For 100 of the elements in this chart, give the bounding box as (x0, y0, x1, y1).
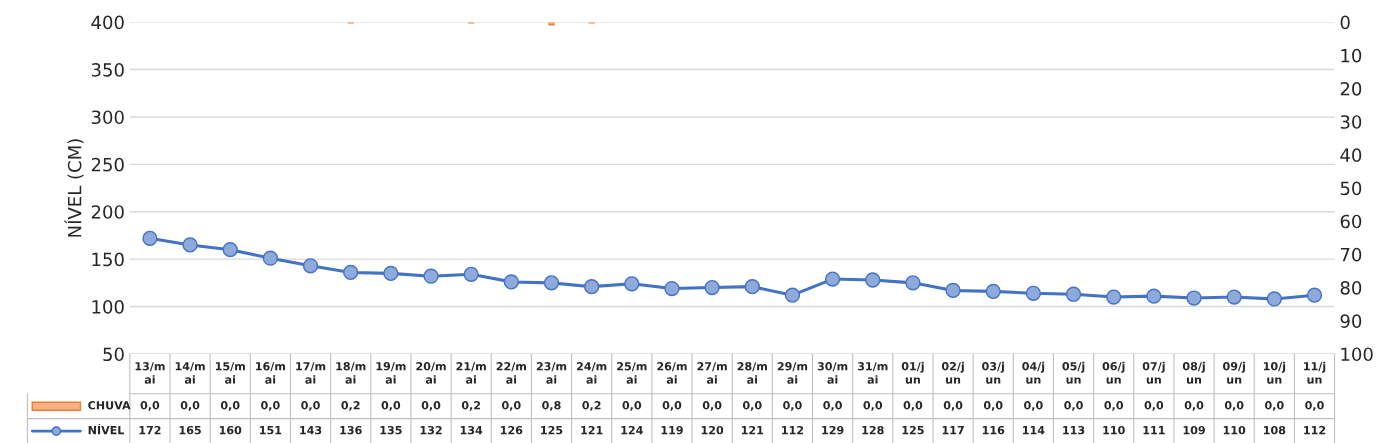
point (543, 275, 560, 291)
x-tick-label: 28/mai (737, 362, 767, 384)
y-tick-label: 150 (92, 252, 124, 267)
point (503, 274, 519, 290)
point (664, 280, 680, 297)
data-label: 0,0 (502, 401, 521, 411)
x-tick-label: 19/mai (376, 362, 406, 384)
data-label: 132 (420, 425, 442, 435)
data-label: 110 (1103, 425, 1125, 435)
x-tick-label: 27/mai (697, 362, 727, 384)
x-tick-label: 09/jun (1223, 361, 1245, 384)
point (1146, 288, 1162, 304)
x-tick-label: 10/jun (1263, 361, 1286, 384)
point (865, 272, 881, 288)
data-label: 0,0 (220, 401, 240, 411)
point (423, 268, 439, 284)
x-tick-label: 18/mai (336, 362, 366, 384)
point (222, 242, 238, 258)
x-tick-label: 22/mai (496, 362, 526, 384)
data-label: 0,0 (381, 401, 401, 411)
x-tick-label: 29/mai (777, 362, 808, 384)
data-label: 108 (1264, 425, 1286, 435)
y-tick-label: 200 (91, 205, 124, 219)
data-label: 0,0 (140, 401, 160, 411)
data-label: 0,0 (1064, 401, 1083, 411)
data-label: 114 (1023, 426, 1045, 435)
data-label: 172 (139, 425, 161, 435)
data-label: 0,0 (823, 401, 842, 411)
y-tick-label: 350 (91, 63, 124, 77)
data-label: 124 (621, 425, 643, 435)
y-tick-label: 250 (91, 157, 124, 172)
point (1065, 286, 1082, 302)
x-tick-label: 24/mai (576, 362, 607, 384)
data-label: 129 (822, 425, 844, 435)
x-tick-label: 30/mai (817, 362, 848, 384)
point (624, 276, 640, 292)
x-tick-label: 05/jun (1062, 361, 1085, 384)
data-label: 0,0 (261, 401, 280, 411)
legend-label: CHUVA (88, 401, 131, 410)
point (1226, 289, 1242, 305)
data-label: 143 (300, 425, 322, 435)
point (784, 287, 801, 303)
point (463, 266, 479, 282)
x-tick-label: 23/mai (536, 362, 567, 384)
data-label: 0,0 (662, 401, 682, 411)
y-tick-label: 50 (103, 347, 124, 362)
data-label: 0,0 (180, 401, 200, 411)
data-label: 165 (179, 425, 201, 435)
data-label: 151 (260, 426, 282, 435)
data-label: 121 (741, 425, 764, 435)
data-label: 0,2 (341, 401, 360, 411)
data-label: 0,8 (542, 401, 561, 411)
data-label: 0,2 (461, 401, 481, 411)
x-tick-label: 06/jun (1102, 361, 1125, 384)
point (584, 279, 600, 295)
data-label: 0,0 (783, 401, 802, 411)
point (383, 265, 399, 282)
point (302, 258, 319, 274)
y2-tick-label: 40 (1340, 148, 1362, 162)
y2-tick-label: 80 (1340, 281, 1362, 295)
data-label: 0,0 (1144, 401, 1164, 411)
data-label: 0,0 (702, 401, 722, 411)
point (1186, 290, 1202, 306)
x-tick-label: 16/mai (256, 362, 286, 384)
data-label: 125 (902, 425, 924, 435)
data-label: 0,0 (1305, 401, 1324, 411)
x-tick-label: 26/mai (657, 362, 687, 384)
x-tick-label: 21/mai (456, 362, 486, 384)
data-label: 119 (661, 425, 683, 435)
data-label: 0,0 (301, 401, 320, 411)
point (945, 282, 961, 299)
legend-label: NÍVEL (88, 423, 125, 435)
x-tick-label: 07/jun (1142, 361, 1165, 384)
data-label: 110 (1223, 425, 1246, 435)
x-tick-label: 13/mai (135, 362, 165, 384)
data-label: 134 (460, 425, 483, 435)
y2-tick-label: 100 (1341, 347, 1373, 362)
y2-tick-label: 10 (1341, 48, 1362, 63)
x-tick-label: 11/jun (1304, 361, 1326, 384)
y2-tick-label: 70 (1340, 247, 1362, 262)
point (343, 264, 359, 281)
data-label: 109 (1183, 425, 1205, 435)
y-axis-title: NÍVEL (CM) (64, 139, 84, 237)
y2-tick-label: 90 (1340, 314, 1362, 328)
y2-tick-label: 0 (1340, 15, 1350, 30)
x-tick-label: 08/jun (1182, 361, 1205, 384)
y-tick-label: 100 (92, 300, 124, 314)
data-label: 117 (942, 426, 964, 435)
x-tick-label: 15/mai (215, 362, 245, 384)
point (985, 283, 1001, 300)
point (182, 237, 198, 253)
data-label: 0,0 (1104, 401, 1124, 411)
data-label: 125 (541, 425, 563, 435)
data-label: 0,0 (1224, 401, 1244, 411)
x-tick-label: 17/mai (296, 362, 326, 384)
data-label: 0,0 (863, 401, 883, 411)
data-label: 121 (581, 425, 603, 435)
point (1025, 285, 1042, 301)
data-label: 160 (219, 425, 242, 435)
data-label: 0,0 (1265, 401, 1284, 411)
